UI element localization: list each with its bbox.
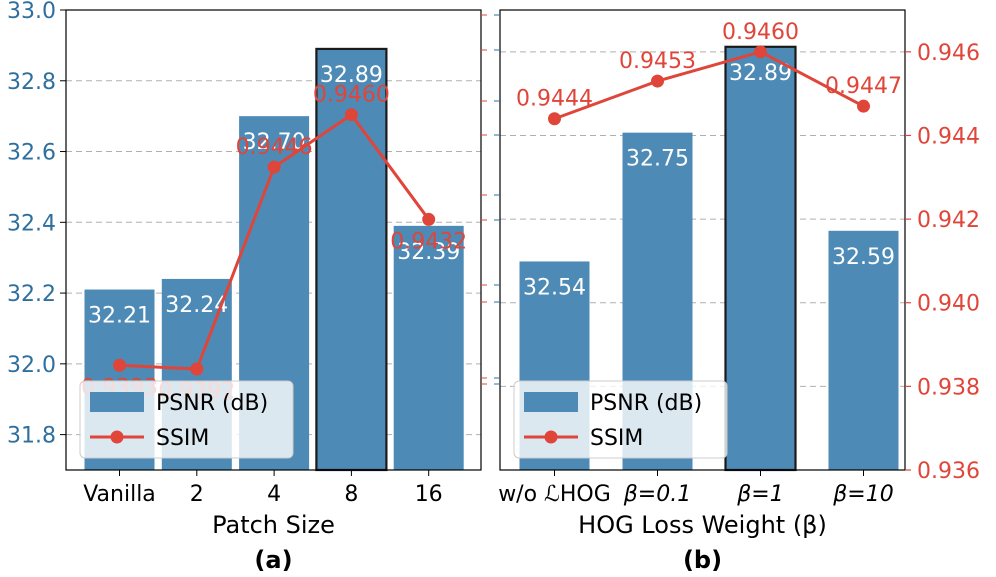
ssim-value-label: 0.9446 xyxy=(236,135,313,160)
left-axis-tick-label: 32.6 xyxy=(7,141,56,166)
right-axis-tick-label: 0.946 xyxy=(917,41,980,66)
x-axis-tick-label: β=0.1 xyxy=(623,482,691,507)
bar-value-label: 32.54 xyxy=(523,275,586,300)
left-axis-tick-label: 32.4 xyxy=(7,211,56,236)
bar-value-label: 32.59 xyxy=(832,245,895,270)
bar-value-label: 32.21 xyxy=(88,304,151,329)
ssim-point xyxy=(754,45,767,59)
bar-value-label: 32.75 xyxy=(626,147,689,172)
left-axis-tick-label: 32.0 xyxy=(7,353,56,378)
x-axis-tick-label: β=1 xyxy=(736,482,783,507)
right-axis-tick-label: 0.936 xyxy=(917,459,980,484)
right-axis-tick-label: 0.940 xyxy=(917,292,980,317)
bar-value-label: 32.89 xyxy=(729,61,792,86)
panel-label: (b) xyxy=(683,546,722,574)
right-axis-tick-label: 0.942 xyxy=(917,208,980,233)
x-axis-tick-label: Vanilla xyxy=(83,482,156,507)
ssim-point xyxy=(548,112,561,126)
ssim-point xyxy=(267,160,281,174)
legend-label-ssim: SSIM xyxy=(590,426,643,451)
ssim-value-label: 0.9432 xyxy=(390,229,467,254)
ssim-point xyxy=(344,108,358,122)
ssim-value-label: 0.9447 xyxy=(825,74,902,99)
bar-value-label: 32.89 xyxy=(320,63,383,88)
x-axis-tick-label: β=10 xyxy=(832,482,893,507)
ssim-point xyxy=(113,358,126,372)
legend-label-psnr: PSNR (dB) xyxy=(590,391,702,416)
ssim-point xyxy=(857,99,870,113)
ssim-point xyxy=(651,74,664,88)
ssim-value-label: 0.9453 xyxy=(619,49,696,74)
x-axis-title: Patch Size xyxy=(212,511,335,539)
left-axis-tick-label: 31.8 xyxy=(7,424,56,449)
left-axis-tick-label: 32.2 xyxy=(7,282,56,307)
x-axis-tick-label: 2 xyxy=(190,482,204,507)
legend-label-ssim: SSIM xyxy=(156,426,209,451)
legend-swatch-psnr xyxy=(90,392,144,412)
legend-swatch-ssim-marker xyxy=(110,430,124,444)
panel-label: (a) xyxy=(254,546,292,574)
left-axis-tick-label: 33.0 xyxy=(7,0,56,24)
ssim-value-label: 0.9444 xyxy=(516,87,593,112)
x-axis-tick-label: 16 xyxy=(415,482,443,507)
ssim-point xyxy=(190,362,204,376)
right-axis-tick-label: 0.944 xyxy=(917,124,980,149)
x-axis-tick-label: 4 xyxy=(267,482,281,507)
right-axis-tick-label: 0.938 xyxy=(917,375,980,400)
bar-value-label: 32.39 xyxy=(397,240,460,265)
plot-frame xyxy=(65,9,482,471)
x-axis-tick-label: w/o ℒHOG xyxy=(498,482,611,507)
left-axis-tick-label: 32.8 xyxy=(7,70,56,95)
ssim-point xyxy=(422,212,436,226)
plot-frame xyxy=(499,9,906,471)
legend-label-psnr: PSNR (dB) xyxy=(156,391,268,416)
x-axis-tick-label: 8 xyxy=(344,482,358,507)
ssim-line xyxy=(553,50,865,121)
legend-swatch-psnr xyxy=(524,392,578,412)
legend-swatch-ssim-marker xyxy=(544,430,558,444)
bar-psnr xyxy=(828,230,899,470)
bar-psnr-highlighted xyxy=(724,45,797,472)
bar-psnr xyxy=(393,225,464,470)
bar-value-label: 32.70 xyxy=(243,130,306,155)
ssim-value-label: 0.9460 xyxy=(313,83,390,108)
x-axis-title: HOG Loss Weight (β) xyxy=(578,511,827,539)
ssim-value-label: 0.9460 xyxy=(722,20,799,45)
